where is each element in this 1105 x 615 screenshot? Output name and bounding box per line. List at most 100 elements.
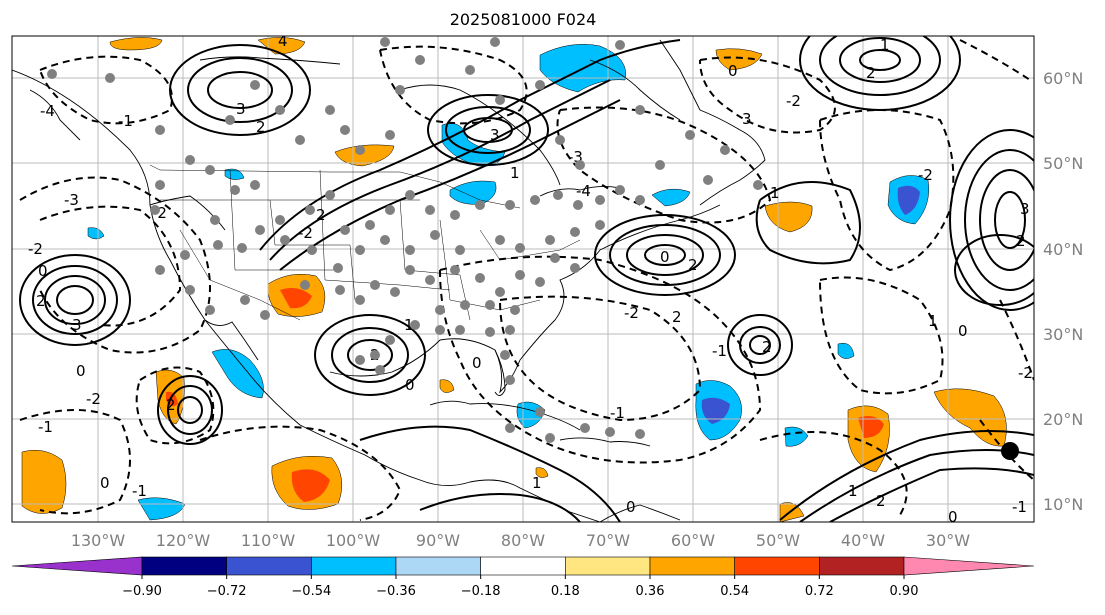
- lon-label: 110°W: [241, 531, 296, 550]
- colorbar: −0.90 −0.72 −0.54 −0.36 −0.18 0.18 0.36 0.54 0.7…: [11, 556, 1035, 599]
- lon-label: 30°W: [926, 531, 970, 550]
- negative-contours: [19, 39, 1034, 521]
- lon-label: 130°W: [71, 531, 126, 550]
- lon-label: 40°W: [841, 531, 885, 550]
- colorbar-bin: [226, 556, 312, 576]
- contour-label: 1: [880, 36, 890, 54]
- colorbar-tick-label: −0.72: [207, 584, 247, 599]
- colorbar-tick-label: −0.90: [122, 584, 162, 599]
- contour-label: 2: [688, 256, 698, 274]
- contour-label: -2: [28, 240, 43, 258]
- colorbar-bin: [395, 556, 481, 576]
- lon-label: 90°W: [416, 531, 460, 550]
- contour-label: 2: [672, 308, 682, 326]
- lon-label: 50°W: [756, 531, 800, 550]
- latitude-labels: 60°N 50°N 40°N 30°N 20°N 10°N: [1043, 69, 1083, 514]
- positive-contours: [19, 36, 1034, 522]
- contour-label: 3: [1020, 200, 1030, 218]
- lon-label: 70°W: [586, 531, 630, 550]
- lat-label: 50°N: [1043, 154, 1083, 173]
- colorbar-tick-label: 0.72: [805, 584, 834, 599]
- contour-label: 1: [532, 474, 542, 492]
- political-borders: [149, 164, 581, 321]
- station-markers: [47, 37, 763, 443]
- contour-label: 2: [166, 396, 176, 414]
- colorbar-bin: [565, 556, 651, 576]
- contour-label: -2: [86, 390, 101, 408]
- colorbar-tick-label: 0.18: [551, 584, 580, 599]
- contour-label: -2: [624, 304, 639, 322]
- colorbar-extend-low: [11, 556, 143, 576]
- map-frame: [11, 35, 1035, 523]
- longitude-labels: 130°W 120°W 110°W 100°W 90°W 80°W 70°W 6…: [71, 531, 970, 550]
- contour-label: -1: [118, 112, 133, 130]
- contour-label: 2: [256, 118, 266, 136]
- contour-label: 2: [36, 292, 46, 310]
- contour-label: 0: [948, 508, 958, 526]
- contour-label: -1: [610, 404, 625, 422]
- lat-label: 40°N: [1043, 240, 1083, 259]
- colorbar-bin: [141, 556, 227, 576]
- lat-label: 60°N: [1043, 69, 1083, 88]
- contour-label: 0: [100, 474, 110, 492]
- colorbar-tick-label: 0.54: [720, 584, 749, 599]
- colorbar-bin: [311, 556, 397, 576]
- lat-label: 10°N: [1043, 495, 1083, 514]
- contour-label: 0: [472, 354, 482, 372]
- storm-center-marker: [1001, 442, 1019, 460]
- contour-label: -3: [64, 191, 79, 209]
- contour-label: 1: [770, 184, 780, 202]
- colorbar-tick-label: −0.18: [461, 584, 501, 599]
- contour-label: -4: [576, 182, 591, 200]
- lon-label: 60°W: [671, 531, 715, 550]
- contour-label: 3: [742, 110, 752, 128]
- contour-label: 3: [490, 126, 500, 144]
- contour-labels: 4 3 2 -4 -1 -3 -2 0 2 3 0 -2 -1 0 -1 2 -…: [28, 32, 1033, 526]
- contour-label: 1: [404, 316, 414, 334]
- contour-label: 1: [928, 312, 938, 330]
- lon-label: 100°W: [326, 531, 381, 550]
- contour-label: 2: [316, 206, 326, 224]
- contour-label: 4: [278, 32, 288, 50]
- contour-label: 3: [72, 316, 82, 334]
- contour-label: 0: [958, 322, 968, 340]
- contour-label: 0: [626, 498, 636, 516]
- contour-label: -2: [786, 92, 801, 110]
- colorbar-bin: [734, 556, 820, 576]
- map-title: 2025081000 F024: [450, 10, 597, 29]
- colorbar-bin: [819, 556, 905, 576]
- contour-label: -1: [1012, 498, 1027, 516]
- coastlines: [12, 39, 766, 522]
- contour-label: -1: [712, 342, 727, 360]
- contour-label: 0: [728, 62, 738, 80]
- colorbar-tick-label: −0.36: [376, 584, 416, 599]
- contour-label: 2: [762, 338, 772, 356]
- contour-label: 2: [866, 64, 876, 82]
- colorbar-tick-label: 0.90: [890, 584, 919, 599]
- contour-label: -1: [38, 418, 53, 436]
- contour-label: -2: [298, 224, 313, 242]
- map-panel: 4 3 2 -4 -1 -3 -2 0 2 3 0 -2 -1 0 -1 2 -…: [12, 32, 1034, 526]
- contour-label: 0: [38, 262, 48, 280]
- contour-label: 2: [876, 492, 886, 510]
- contour-label: 1: [848, 482, 858, 500]
- lat-label: 20°N: [1043, 410, 1083, 429]
- contour-label: 0: [76, 362, 86, 380]
- colorbar-extend-high: [903, 556, 1035, 576]
- contour-label: 3: [236, 100, 246, 118]
- contour-label: 2: [1016, 232, 1026, 250]
- colorbar-bin: [649, 556, 735, 576]
- contour-label: -4: [40, 102, 55, 120]
- contour-label: -2: [918, 166, 933, 184]
- contour-label: 1: [510, 164, 520, 182]
- lon-label: 120°W: [156, 531, 211, 550]
- contour-label: 0: [405, 376, 415, 394]
- contour-label: 0: [660, 248, 670, 266]
- lat-label: 30°N: [1043, 325, 1083, 344]
- colorbar-bin: [480, 556, 566, 576]
- contour-label: -1: [132, 482, 147, 500]
- lon-label: 80°W: [501, 531, 545, 550]
- colorbar-tick-label: 0.36: [636, 584, 665, 599]
- colorbar-tick-label: −0.54: [291, 584, 331, 599]
